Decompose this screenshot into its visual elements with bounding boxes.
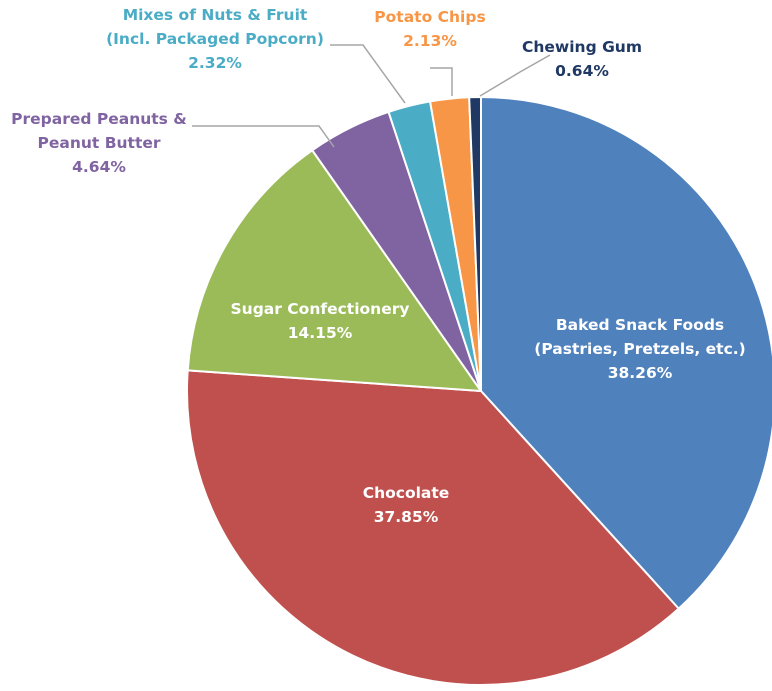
- slice-category-label: Peanut Butter: [37, 134, 160, 152]
- slice-category-label: (Incl. Packaged Popcorn): [106, 30, 324, 48]
- slice-category-label: Chocolate: [363, 484, 450, 502]
- slice-category-label: Potato Chips: [374, 8, 485, 26]
- slice-category-label: Sugar Confectionery: [231, 300, 410, 318]
- slice-percent-label: 4.64%: [72, 158, 126, 176]
- slice-label-potato-chips: Potato Chips 2.13%: [374, 8, 485, 50]
- pie-slices: [186, 95, 772, 686]
- slice-percent-label: 2.13%: [403, 32, 457, 50]
- leader-line-prepared-peanuts: [192, 125, 335, 148]
- slice-percent-label: 38.26%: [608, 364, 673, 382]
- slice-category-label: (Pastries, Pretzels, etc.): [534, 340, 745, 358]
- pie-slice-chewing-gum: [468, 95, 482, 392]
- slice-percent-label: 2.32%: [188, 54, 242, 72]
- slice-category-label: Baked Snack Foods: [556, 316, 724, 334]
- pie-slice-baked-snack-foods: [480, 95, 772, 611]
- pie-slice-chocolate: [186, 369, 681, 686]
- leader-line-chewing-gum: [479, 54, 551, 97]
- leader-lines: [192, 44, 551, 148]
- slice-category-label: Chewing Gum: [522, 38, 642, 56]
- slice-percent-label: 14.15%: [288, 324, 353, 342]
- leader-line-potato-chips: [430, 67, 453, 96]
- slice-label-chewing-gum: Chewing Gum 0.64%: [522, 38, 642, 80]
- leader-line-mixes-of-nuts-fruit: [330, 44, 406, 104]
- slice-percent-label: 37.85%: [374, 508, 439, 526]
- slice-label-baked-snack-foods: Baked Snack Foods (Pastries, Pretzels, et…: [534, 316, 745, 382]
- slice-category-label: Prepared Peanuts &: [11, 110, 187, 128]
- slice-percent-label: 0.64%: [555, 62, 609, 80]
- slice-category-label: Mixes of Nuts & Fruit: [123, 6, 308, 24]
- slice-label-sugar-confectionery: Sugar Confectionery 14.15%: [231, 300, 410, 342]
- slice-labels: Baked Snack Foods (Pastries, Pretzels, et…: [11, 6, 746, 526]
- slice-label-chocolate: Chocolate 37.85%: [363, 484, 450, 526]
- slice-label-mixes-of-nuts-fruit: Mixes of Nuts & Fruit (Incl. Packaged Pop…: [106, 6, 324, 72]
- slice-label-prepared-peanuts: Prepared Peanuts & Peanut Butter 4.64%: [11, 110, 187, 176]
- pie-slice-sugar-confectionery: [186, 148, 484, 393]
